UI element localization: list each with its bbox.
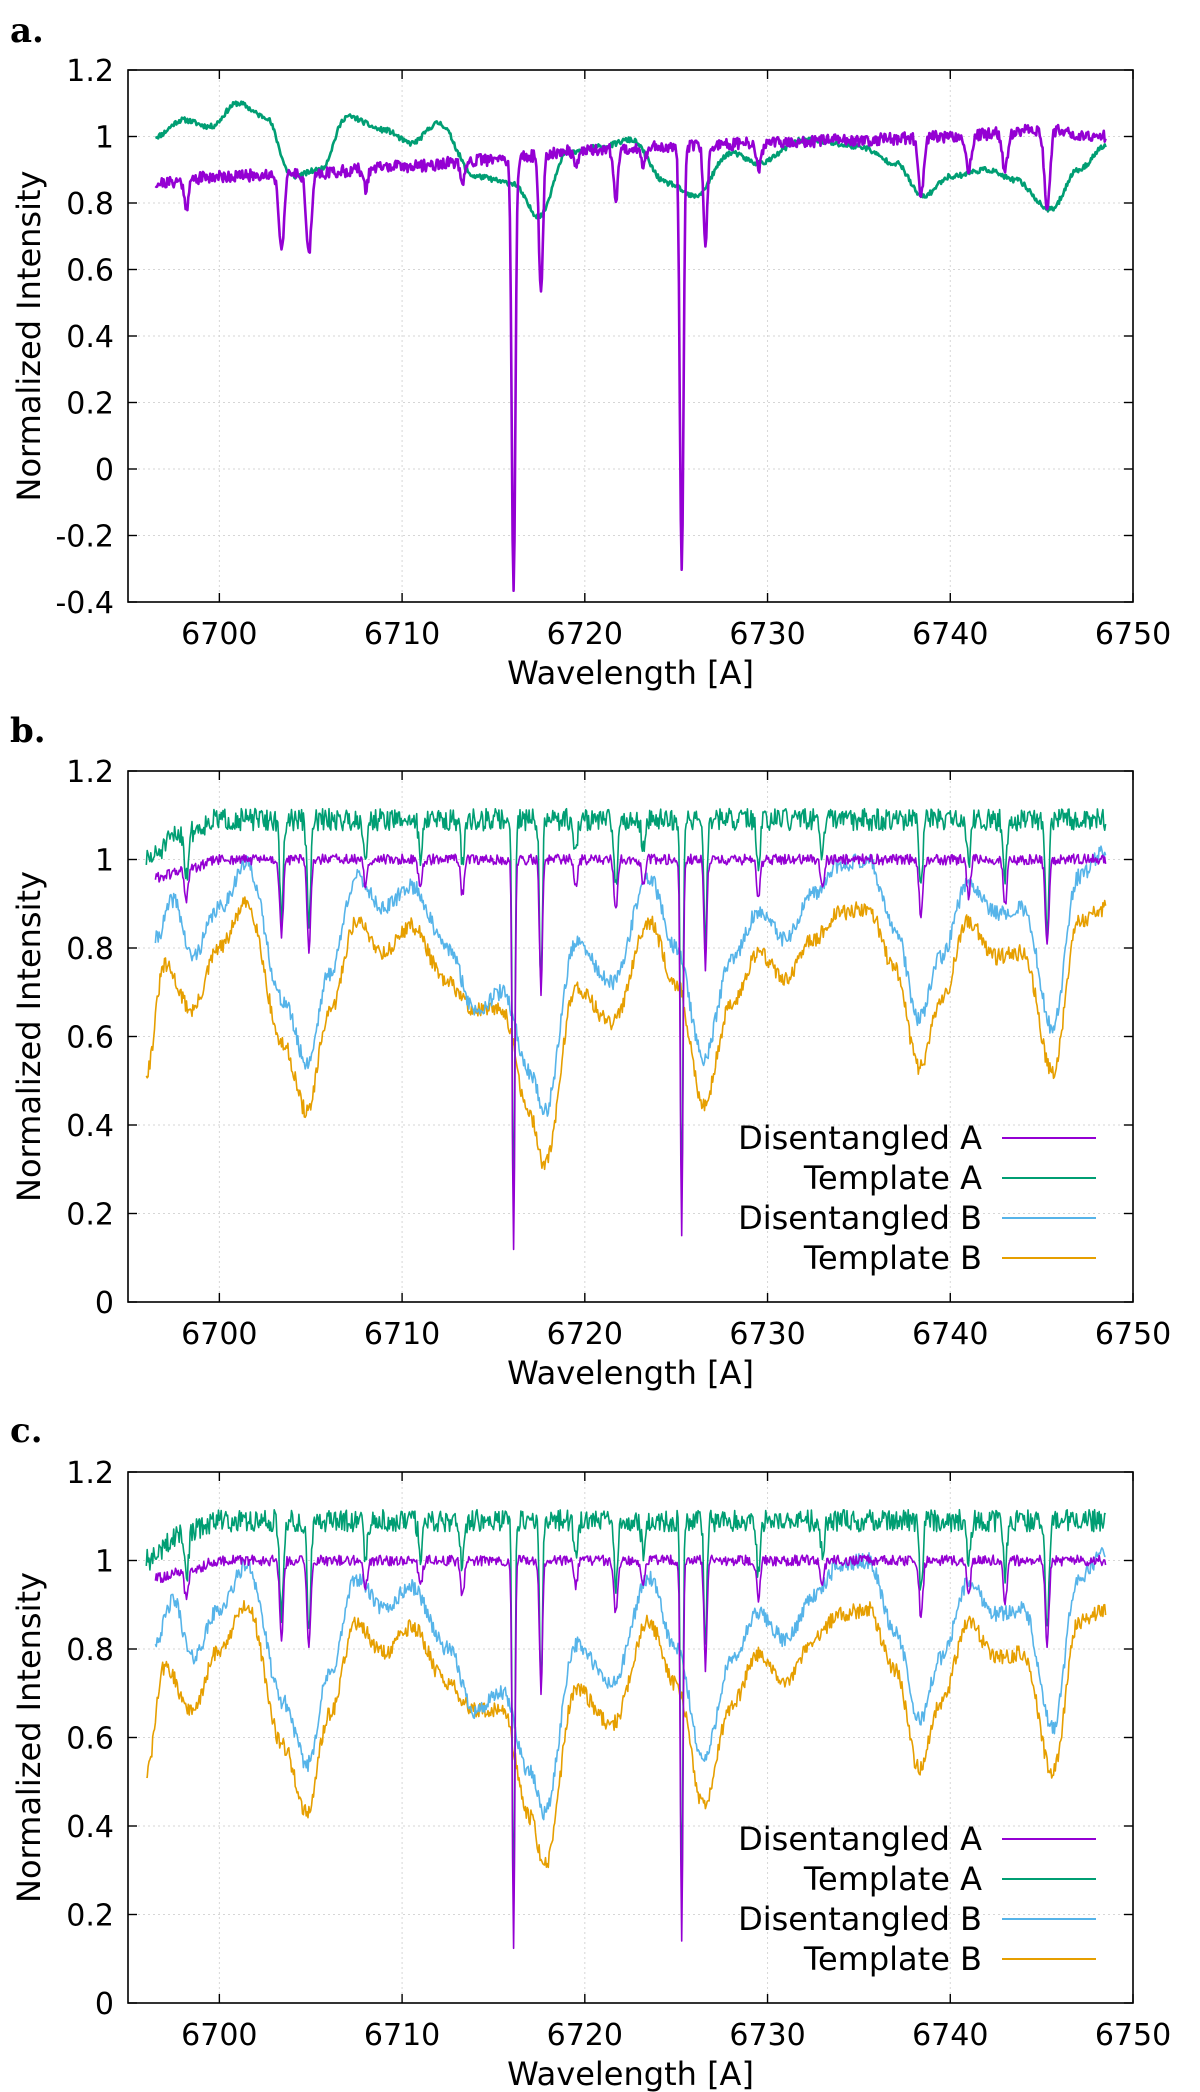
x-tick-label: 6710: [364, 1317, 440, 1352]
y-tick-label: 0.2: [66, 1198, 114, 1233]
y-tick-label: 1: [95, 121, 114, 156]
y-tick-label: 0.8: [66, 187, 114, 222]
y-tick-label: 0.2: [66, 1899, 114, 1934]
series-line-template-a: [145, 1508, 1107, 1917]
chart-panel-2: b. 0 0.2 0.4 0.6 0.8 1 1.2 6700 6710 6720 6730 6740 6…: [10, 711, 1171, 1392]
x-tick-label: 6710: [364, 2018, 440, 2053]
y-tick-label: 0.2: [66, 387, 114, 422]
x-axis-label: Wavelength [A]: [507, 2055, 754, 2092]
x-tick-label: 6730: [729, 617, 805, 652]
legend-label: Template B: [803, 1940, 982, 1978]
y-axis-label: Normalized Intensity: [10, 171, 48, 502]
x-tick-label: 6750: [1095, 617, 1171, 652]
x-tick-label: 6740: [912, 2018, 988, 2053]
series-line-disentangled-a: [154, 1554, 1107, 1950]
x-tick-label: 6720: [547, 1317, 623, 1352]
x-tick-label: 6740: [912, 617, 988, 652]
x-tick-label: 6740: [912, 1317, 988, 1352]
x-tick-label: 6730: [729, 2018, 805, 2053]
x-tick-label: 6720: [547, 2018, 623, 2053]
legend-label: Disentangled A: [738, 1119, 982, 1157]
y-axis-label: Normalized Intensity: [10, 1572, 48, 1903]
y-tick-label: 0.4: [66, 1810, 114, 1845]
x-tick-label: 6720: [547, 617, 623, 652]
series-line-template-b: [145, 896, 1107, 1171]
plot-frame: [127, 770, 1134, 1303]
x-tick-label: 6700: [181, 2018, 257, 2053]
y-tick-label: 1.2: [66, 755, 114, 790]
x-tick-label: 6750: [1095, 2018, 1171, 2053]
legend-label: Template A: [803, 1159, 982, 1197]
y-tick-label: 0.4: [66, 1109, 114, 1144]
legend-label: Disentangled A: [738, 1820, 982, 1858]
plot-frame: [127, 69, 1134, 603]
x-axis-label: Wavelength [A]: [507, 1354, 754, 1392]
y-tick-label: 0.6: [66, 1722, 114, 1757]
series-line-template-a: [145, 807, 1107, 1217]
y-tick-label: 1.2: [66, 1456, 114, 1491]
series-line-template-a: [154, 100, 1107, 221]
x-tick-label: 6700: [181, 617, 257, 652]
y-tick-label: 1: [95, 1545, 114, 1580]
legend-label: Disentangled B: [738, 1199, 982, 1237]
y-tick-label: 1: [95, 844, 114, 879]
panel-label: a.: [10, 11, 44, 51]
plot-frame: [127, 1471, 1134, 2004]
y-tick-label: -0.2: [55, 520, 114, 555]
panel-label: b.: [10, 711, 46, 751]
series-line-disentangled-a: [154, 853, 1107, 1251]
x-tick-label: 6750: [1095, 1317, 1171, 1352]
x-axis-label: Wavelength [A]: [507, 654, 754, 692]
y-tick-label: 0.4: [66, 320, 114, 355]
legend-label: Template A: [803, 1860, 982, 1898]
y-tick-label: 0: [95, 453, 114, 488]
y-tick-label: 0.8: [66, 1633, 114, 1668]
panel-label: c.: [10, 1411, 43, 1451]
y-tick-label: 0.8: [66, 932, 114, 967]
x-tick-label: 6700: [181, 1317, 257, 1352]
series-line-disentangled-a: [154, 123, 1107, 593]
series-line-disentangled-b: [154, 845, 1107, 1117]
y-tick-label: 0: [95, 1286, 114, 1321]
chart-panel-1: a. -0.4 -0.2 0 0.2 0.4 0.6 0.8 1 1.2 6700 6710 6720 6…: [10, 11, 1171, 692]
y-tick-label: 0.6: [66, 1021, 114, 1056]
series-line-disentangled-b: [154, 1547, 1106, 1821]
y-tick-label: 1.2: [66, 54, 114, 89]
series-line-template-b: [145, 1600, 1107, 1869]
x-tick-label: 6730: [729, 1317, 805, 1352]
y-tick-label: 0.6: [66, 254, 114, 289]
legend-label: Template B: [803, 1239, 982, 1277]
y-tick-label: -0.4: [55, 586, 114, 621]
x-tick-label: 6710: [364, 617, 440, 652]
y-tick-label: 0: [95, 1987, 114, 2022]
legend-label: Disentangled B: [738, 1900, 982, 1938]
y-axis-label: Normalized Intensity: [10, 871, 48, 1202]
chart-panel-3: c. 0 0.2 0.4 0.6 0.8 1 1.2 6700 6710 6720 6730 6740 6…: [10, 1411, 1171, 2092]
